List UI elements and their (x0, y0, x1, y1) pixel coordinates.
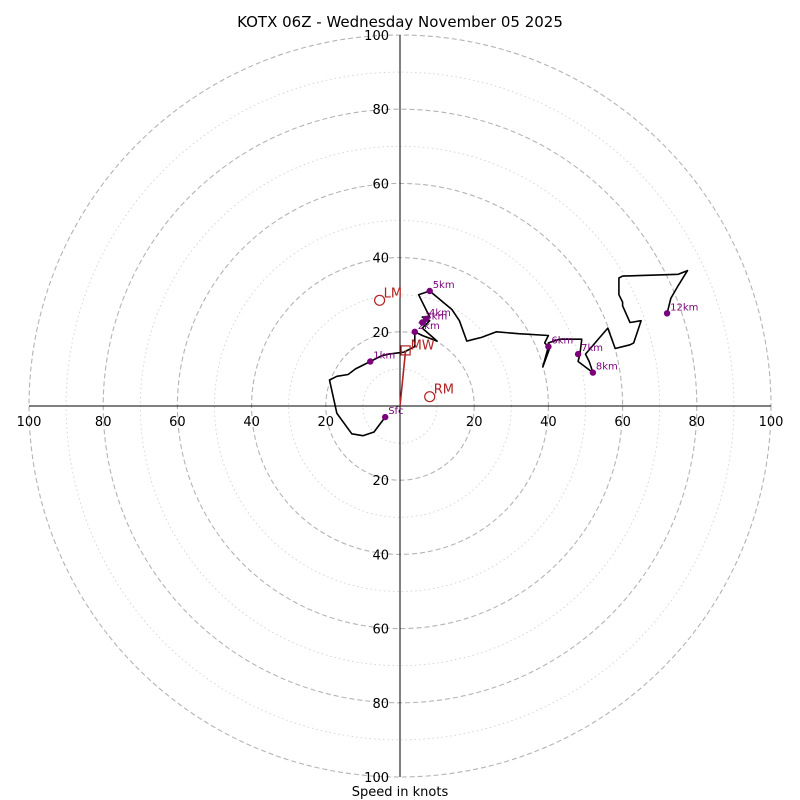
x-tick-label-8: 80 (689, 415, 706, 430)
x-tick-label-4: 20 (318, 415, 335, 430)
y-tick-label-up-2: 60 (372, 177, 389, 192)
height-marker-2 (411, 328, 418, 335)
height-marker-label-8: 8km (596, 362, 618, 373)
height-marker-5 (426, 287, 433, 295)
chart-title: KOTX 06Z - Wednesday November 05 2025 (237, 13, 563, 31)
tick-labels: 100 80 60 40 20 20 40 60 80 100 100 80 60 40 20 20 40 60 8… (17, 29, 784, 786)
x-tick-label-6: 40 (540, 415, 557, 430)
left-mover-label: LM (384, 286, 402, 301)
height-marker-label-0: Sfc (388, 406, 403, 417)
y-tick-label-down-3: 80 (372, 697, 389, 712)
y-tick-label-up-3: 40 (372, 252, 389, 267)
height-marker-8 (589, 369, 597, 376)
height-marker-label-9: 12km (670, 302, 698, 313)
left-mover-marker (374, 294, 386, 306)
y-tick-label-up-1: 80 (372, 103, 389, 118)
y-tick-label-up-0: 100 (364, 29, 389, 44)
wind-trace (328, 269, 689, 437)
x-tick-label-2: 60 (169, 415, 186, 430)
y-tick-label-down-4: 100 (364, 771, 389, 786)
right-mover-marker (424, 391, 436, 403)
height-marker-6 (545, 343, 552, 350)
y-tick-label-up-4: 20 (372, 326, 389, 341)
height-marker-label-5: 5km (433, 280, 455, 291)
mean-wind-marker (400, 345, 411, 356)
height-marker-9 (663, 310, 671, 317)
x-tick-label-7: 60 (614, 415, 631, 430)
height-marker-label-7: 7km (581, 343, 603, 354)
x-tick-label-0: 100 (17, 415, 42, 430)
height-marker-label-6: 6km (551, 336, 573, 347)
mean-wind-vector (399, 350, 407, 407)
x-tick-label-9: 100 (759, 415, 784, 430)
height-marker-label-4: 4km (429, 308, 451, 319)
height-marker-label-1: 1km (373, 351, 395, 362)
right-mover-label: RM (434, 383, 454, 398)
storm-motion-markers: MW LM RM (374, 286, 454, 407)
height-marker-label-3: 3km (425, 312, 447, 323)
height-marker-7 (574, 350, 582, 358)
height-marker-1 (367, 358, 374, 365)
x-tick-label-1: 80 (95, 415, 112, 430)
y-tick-label-down-2: 60 (372, 623, 389, 638)
height-marker-4 (422, 315, 430, 322)
mean-wind-label: MW (411, 338, 435, 353)
wind-trace-line (328, 269, 689, 437)
x-tick-label-5: 20 (466, 415, 483, 430)
y-tick-label-down-0: 20 (372, 474, 389, 489)
x-axis-label: Speed in knots (352, 785, 449, 800)
x-tick-label-3: 40 (243, 415, 260, 430)
height-marker-0 (382, 413, 389, 421)
y-tick-label-down-1: 40 (372, 548, 389, 563)
height-marker-label-2: 2km (418, 321, 440, 332)
